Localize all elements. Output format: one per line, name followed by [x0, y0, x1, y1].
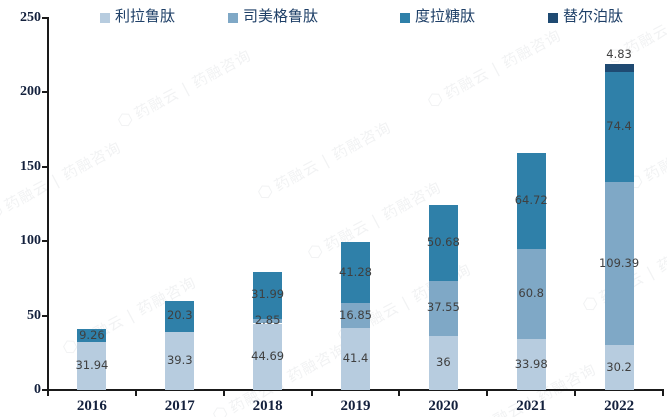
bar-segment-2016: [77, 328, 107, 343]
bar-value-label: 74.4: [606, 118, 632, 133]
bar-value-label: 31.99: [251, 287, 285, 302]
y-axis-tick-label: 50: [27, 307, 41, 323]
bar-segment-2016: [77, 342, 107, 390]
legend-marker-icon: [400, 12, 410, 23]
y-axis-tick-label: 200: [20, 84, 41, 100]
bar-value-label: 9.26: [79, 327, 105, 342]
bar-value-label: 39.3: [166, 352, 193, 367]
bar-value-label: 36: [436, 355, 451, 370]
y-axis-tick: [42, 91, 48, 94]
legend-item-semaglutide: 司美格鲁肽: [228, 10, 318, 25]
bar-value-label: 64.72: [514, 192, 548, 207]
legend-item-dulaglutide: 度拉糖肽: [400, 10, 475, 25]
x-axis-tick: [47, 391, 49, 396]
x-axis-tick: [222, 391, 225, 396]
x-axis-tick: [398, 391, 401, 396]
bar-segment-2020: [428, 336, 458, 390]
y-axis-tick-label: 250: [20, 10, 41, 25]
bar-segment-2017: [165, 301, 195, 332]
legend-label: 司美格鲁肽: [243, 9, 319, 25]
bar-segment-2022: [604, 182, 634, 346]
bar-segment-2018: [253, 271, 283, 320]
bar-segment-2022: [604, 64, 634, 72]
bar-value-label: 41.28: [339, 264, 372, 279]
x-axis-category-label: 2022: [604, 398, 635, 414]
legend-item-liraglutide: 利拉鲁肽: [100, 10, 175, 25]
bar-segment-2022: [604, 345, 634, 390]
y-axis-tick: [42, 389, 48, 391]
legend-item-tirzepatide: 替尔泊肽: [548, 10, 623, 25]
bar-value-label: 30.2: [606, 359, 632, 374]
x-axis-tick: [574, 391, 577, 396]
bar-segment-2021: [516, 152, 546, 249]
bar-value-label: 37.55: [426, 300, 460, 315]
x-axis-category-label: 2020: [428, 398, 459, 414]
x-axis-tick: [486, 391, 489, 396]
y-axis-tick: [42, 165, 48, 168]
x-axis-category-label: 2018: [252, 398, 283, 414]
bar-segment-2018: [253, 323, 283, 390]
bar-value-label: 41.4: [342, 351, 369, 366]
bar-segment-2019: [341, 328, 370, 390]
bar-segment-2022: [604, 71, 634, 183]
bar-value-label: 16.85: [339, 307, 372, 322]
legend-label: 替尔泊肽: [563, 9, 624, 25]
x-axis-tick: [134, 391, 137, 396]
bar-value-label: 2.85: [254, 313, 281, 328]
y-axis-tick-label: 100: [20, 233, 41, 249]
y-axis-line: [47, 17, 49, 391]
bar-segment-2020: [428, 280, 458, 337]
x-axis-category-label: 2021: [516, 398, 547, 414]
y-axis-tick-label: 0: [34, 382, 41, 397]
bar-value-label: 50.68: [426, 234, 460, 249]
bar-segment-2019: [341, 241, 370, 304]
bar-segment-2018: [253, 319, 283, 324]
bar-value-label: 33.98: [514, 356, 548, 371]
legend-label: 利拉鲁肽: [115, 9, 176, 25]
x-axis-category-label: 2019: [340, 398, 371, 414]
x-axis-tick: [310, 391, 313, 396]
legend-marker-icon: [548, 12, 558, 23]
y-axis-tick: [42, 314, 48, 317]
bar-segment-2021: [516, 339, 546, 390]
bar-value-label: 60.8: [518, 286, 544, 301]
x-axis-category-label: 2017: [164, 398, 195, 414]
y-axis-tick-label: 150: [20, 158, 41, 174]
legend-label: 度拉糖肽: [415, 9, 476, 25]
legend-marker-icon: [228, 12, 238, 23]
legend-marker-icon: [100, 12, 110, 23]
chart-legend: 利拉鲁肽 司美格鲁肽 度拉糖肽 替尔泊肽: [0, 10, 667, 34]
x-axis-category-label: 2016: [76, 398, 107, 414]
bar-value-label: 4.83: [606, 47, 632, 62]
bar-value-label: 109.39: [598, 255, 640, 270]
x-axis-tick: [662, 391, 664, 396]
bar-segment-2020: [428, 205, 458, 281]
x-axis-line: [47, 389, 664, 391]
bar-value-label: 31.94: [75, 358, 109, 373]
bar-segment-2017: [165, 331, 195, 390]
y-axis-tick: [42, 240, 48, 243]
bar-value-label: 44.69: [251, 348, 285, 363]
y-axis-tick: [42, 17, 48, 19]
bar-segment-2021: [516, 248, 546, 340]
bar-segment-2019: [341, 303, 370, 329]
bar-value-label: 20.3: [166, 308, 193, 323]
